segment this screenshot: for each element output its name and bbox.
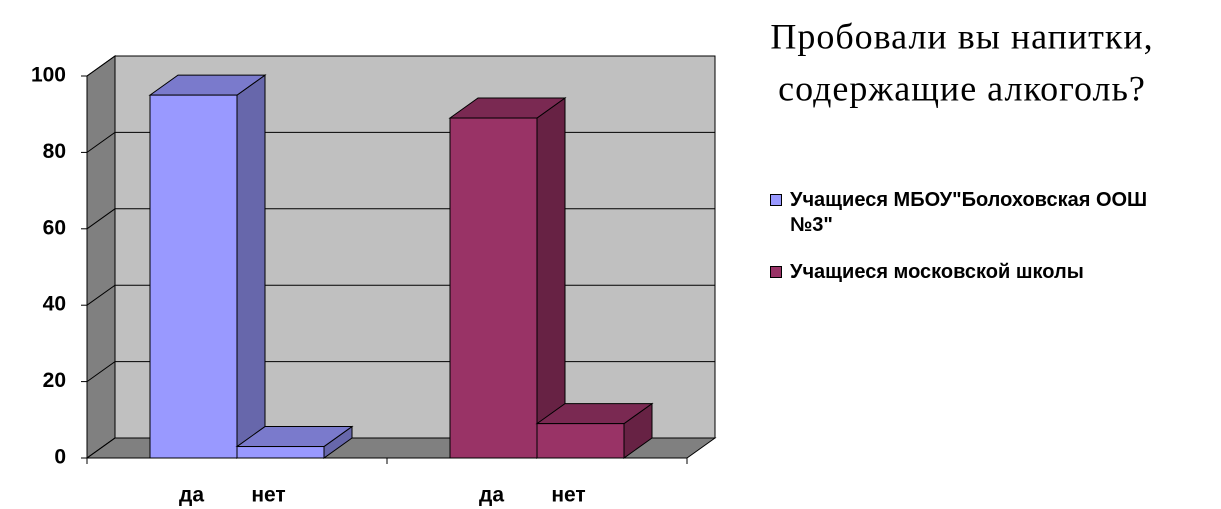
bar <box>536 423 625 459</box>
y-tick-label: 40 <box>43 293 66 316</box>
chart-title: содержащие алкоголь? <box>778 68 1146 108</box>
x-tick-label: да <box>479 484 504 507</box>
x-tick-label: да <box>179 484 204 507</box>
y-tick-label: 100 <box>31 64 66 87</box>
y-tick-label: 80 <box>43 140 66 163</box>
bar-side <box>536 97 566 459</box>
side-wall <box>86 55 116 459</box>
legend-swatch <box>770 266 782 278</box>
bar <box>236 446 325 459</box>
y-tick-label: 0 <box>54 446 66 469</box>
x-tick-label: нет <box>551 484 585 507</box>
chart-title: Пробовали вы напитки, <box>770 16 1153 56</box>
legend-label: Учащиеся МБОУ"Болоховская ООШ №3" <box>790 189 1148 236</box>
bar-side <box>236 74 266 459</box>
bar <box>149 94 238 459</box>
legend-item: Учащиеся московской школы <box>768 260 1148 285</box>
bar <box>449 117 538 459</box>
legend: Учащиеся МБОУ"Болоховская ООШ №3" Учащиес… <box>768 188 1148 307</box>
legend-swatch <box>770 194 782 206</box>
y-tick-label: 20 <box>43 369 66 392</box>
grid-line <box>86 55 715 77</box>
legend-item: Учащиеся МБОУ"Болоховская ООШ №3" <box>768 188 1148 238</box>
legend-label: Учащиеся московской школы <box>790 261 1084 283</box>
x-tick-label: нет <box>251 484 285 507</box>
y-tick-label: 60 <box>43 216 66 239</box>
